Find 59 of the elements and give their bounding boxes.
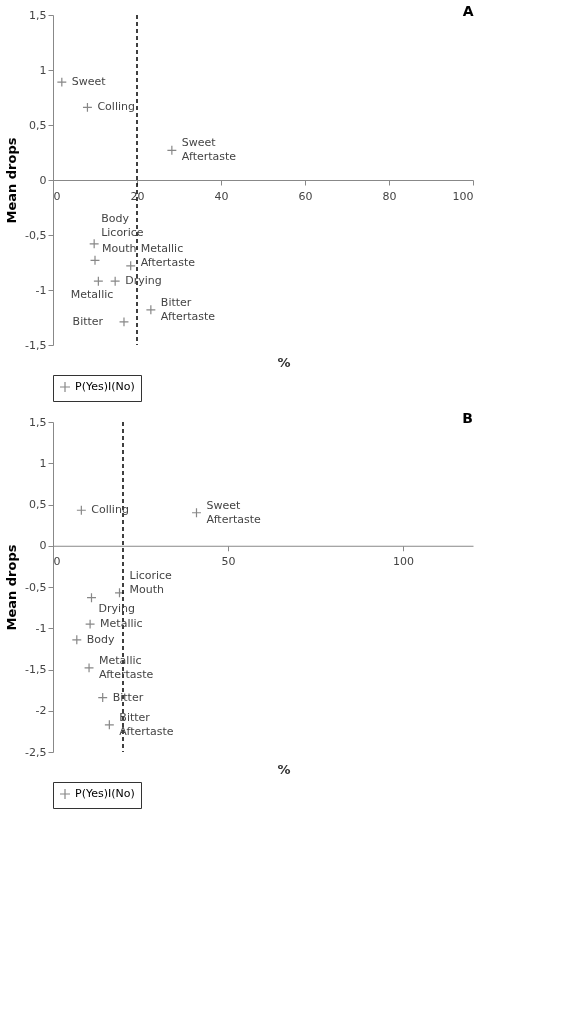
data-label: Metallic: [70, 288, 114, 302]
y-tick-label: 0: [39, 539, 47, 553]
data-label: Colling: [91, 503, 129, 517]
data-label: Bitter: [112, 690, 144, 704]
x-tick-label: 40: [214, 189, 229, 203]
data-label: Sweet Aftertaste: [206, 498, 262, 526]
point: [118, 316, 130, 327]
point: [89, 255, 101, 266]
y-axis-title: Mean drops: [4, 137, 20, 224]
data-label: Body Licorice: [101, 211, 144, 239]
x-tick-label: 100: [452, 189, 474, 203]
y-tick-label: -1,5: [25, 663, 47, 676]
data-label: Bitter Aftertaste: [160, 295, 216, 323]
data-label: Bitter Aftertaste: [119, 710, 174, 738]
y-tick-label: 0,5: [29, 118, 47, 132]
legend-label: P(Yes)I(No): [75, 380, 135, 393]
x-tick-label: 0: [53, 189, 61, 203]
data-label: Sweet: [71, 75, 107, 89]
y-tick-label: 1,5: [29, 415, 47, 429]
point: [166, 145, 177, 156]
data-label: Licorice Mouth: [129, 568, 173, 596]
point: [83, 662, 95, 673]
x-tick-label: 0: [53, 555, 61, 569]
y-tick-label: 1,5: [29, 8, 47, 22]
y-tick-label: -2,5: [25, 745, 47, 759]
y-axis-title: Mean drops: [4, 544, 20, 631]
x-tick-label: 20: [130, 189, 145, 203]
point: [85, 619, 96, 630]
x-tick-label: 60: [298, 189, 313, 203]
y-tick-label: -1: [35, 283, 47, 297]
y-tick-label: 0,5: [29, 498, 47, 511]
data-label: Metallic Aftertaste: [140, 241, 196, 269]
data-label: Body: [86, 632, 116, 646]
y-tick-label: -1,5: [25, 338, 47, 352]
y-tick-label: -2: [35, 704, 47, 718]
point: [56, 77, 67, 88]
x-axis-title: %: [277, 762, 291, 777]
data-label: Drying: [98, 601, 136, 615]
y-tick-label: 0: [39, 173, 47, 187]
y-tick-label: 1: [39, 63, 47, 77]
point: [145, 304, 156, 315]
x-tick-label: 50: [221, 555, 236, 569]
legend-label: P(Yes)I(No): [75, 787, 135, 800]
x-tick-label: 80: [382, 189, 397, 203]
x-tick-label: 100: [393, 555, 414, 569]
y-tick-label: -1: [35, 621, 47, 635]
data-label: Drying: [125, 274, 162, 288]
y-tick-label: -0,5: [25, 228, 47, 242]
y-tick-label: -0,5: [25, 580, 47, 594]
data-label: Colling: [97, 100, 135, 114]
chart-title: B: [462, 410, 473, 426]
x-axis-title: %: [277, 355, 291, 370]
data-label: Mouth: [102, 242, 137, 256]
data-label: Metallic Aftertaste: [99, 653, 154, 681]
data-label: Bitter: [72, 314, 104, 328]
y-tick-label: 1: [39, 456, 47, 470]
data-label: Sweet Aftertaste: [181, 136, 237, 164]
data-label: Metallic: [100, 617, 143, 631]
chart-title: A: [462, 3, 474, 19]
